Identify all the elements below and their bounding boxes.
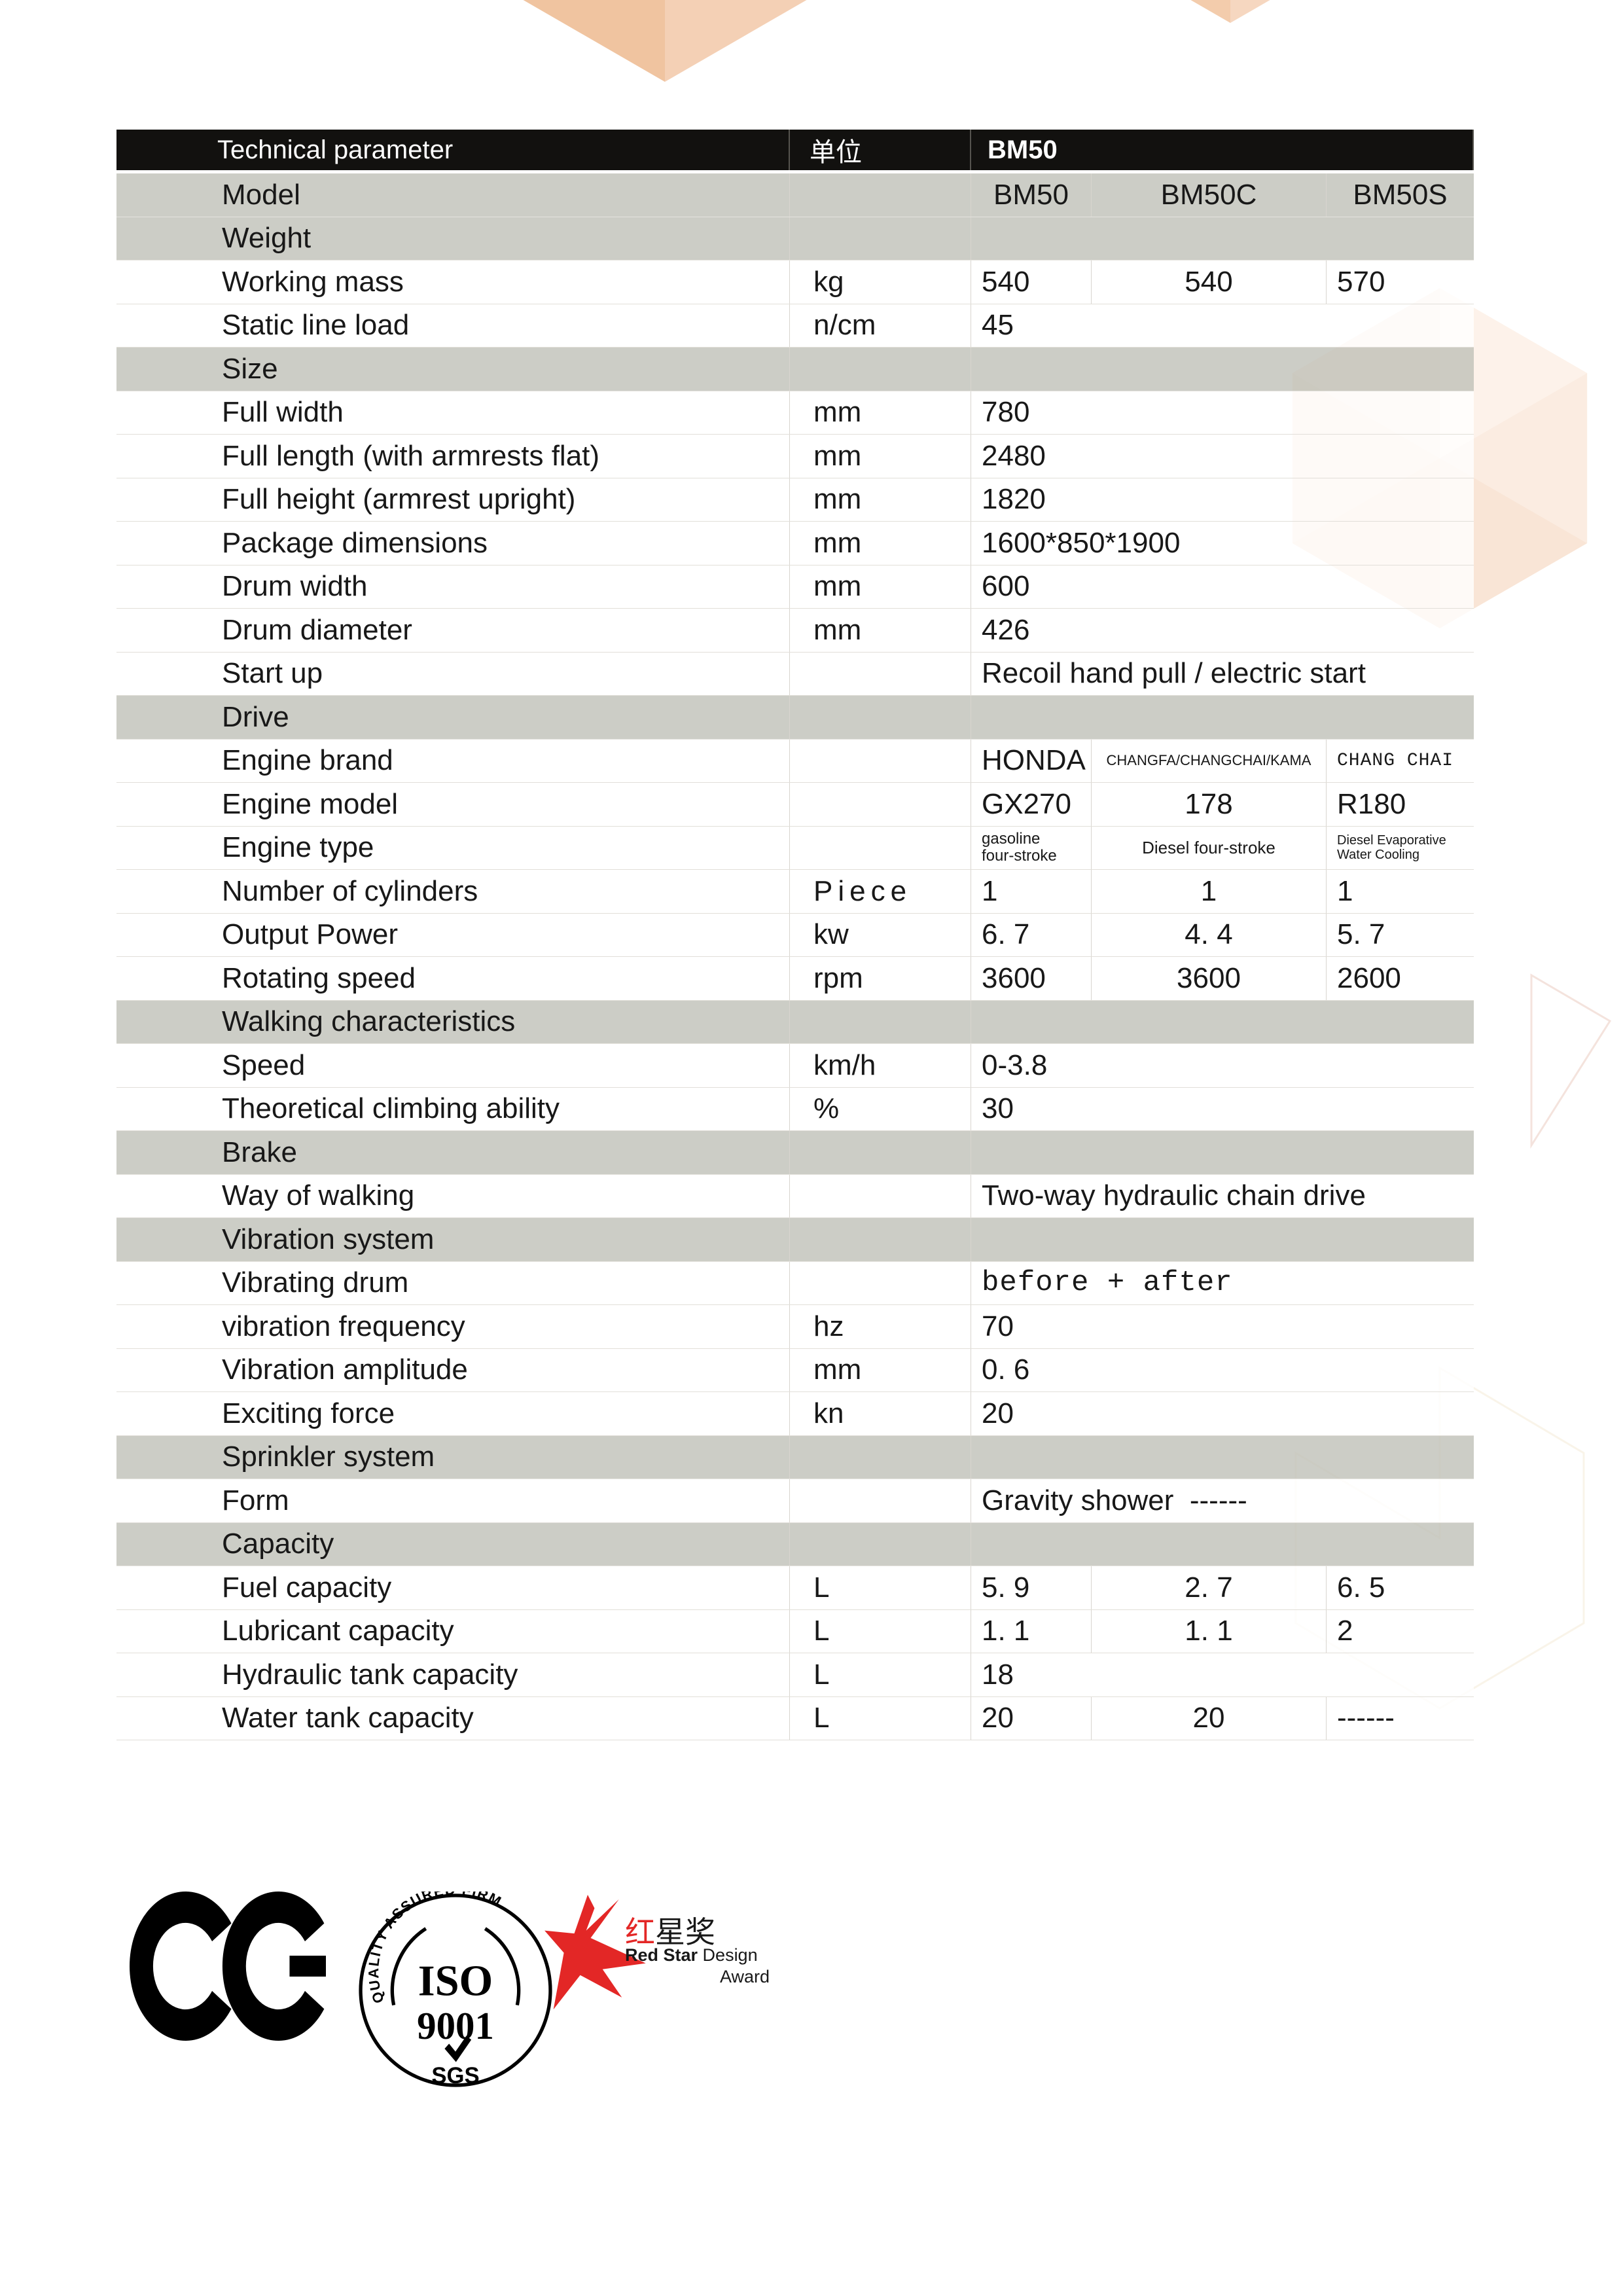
svg-text:9001: 9001 (417, 2005, 494, 2047)
svg-text:ISO: ISO (418, 1958, 493, 2005)
svg-text:SGS: SGS (431, 2064, 479, 2089)
